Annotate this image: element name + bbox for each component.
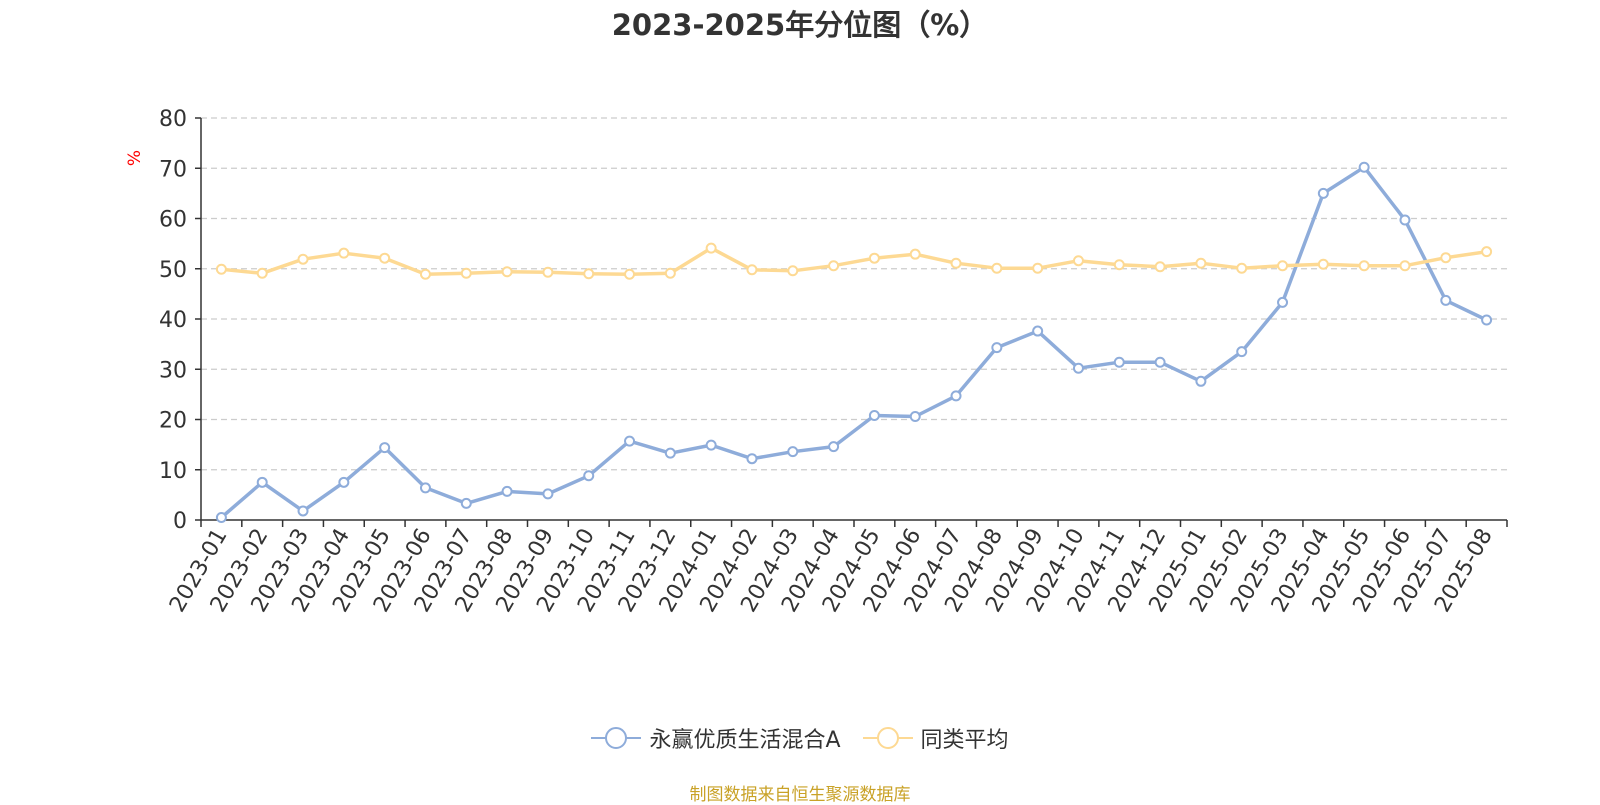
data-point xyxy=(909,248,921,260)
axes: 010203040506070802023-012023-022023-0320… xyxy=(159,107,1508,617)
data-point xyxy=(1481,314,1493,326)
data-point xyxy=(338,476,350,488)
data-point xyxy=(297,253,309,265)
data-point xyxy=(215,263,227,275)
data-point xyxy=(583,470,595,482)
data-point xyxy=(1113,259,1125,271)
data-point xyxy=(868,409,880,421)
data-point xyxy=(909,410,921,422)
data-point xyxy=(787,265,799,277)
data-point xyxy=(828,441,840,453)
data-point xyxy=(991,262,1003,274)
data-point xyxy=(1195,375,1207,387)
data-point xyxy=(1358,260,1370,272)
data-point xyxy=(950,390,962,402)
data-point xyxy=(1032,262,1044,274)
y-tick-label: 50 xyxy=(159,258,187,283)
data-point xyxy=(950,257,962,269)
data-point xyxy=(828,260,840,272)
data-point xyxy=(746,264,758,276)
data-point xyxy=(705,242,717,254)
data-point xyxy=(1236,262,1248,274)
data-point xyxy=(542,266,554,278)
data-point xyxy=(664,447,676,459)
data-point xyxy=(1317,258,1329,270)
series-group xyxy=(215,161,1493,523)
data-point xyxy=(460,267,472,279)
data-point xyxy=(991,342,1003,354)
data-point xyxy=(1113,356,1125,368)
data-point xyxy=(1072,362,1084,374)
data-point xyxy=(1358,161,1370,173)
data-point xyxy=(624,268,636,280)
data-point xyxy=(1154,261,1166,273)
data-point xyxy=(1481,246,1493,258)
data-point xyxy=(1032,325,1044,337)
data-point xyxy=(256,476,268,488)
data-point xyxy=(379,442,391,454)
series-average xyxy=(215,242,1493,280)
data-point xyxy=(1440,294,1452,306)
y-tick-label: 60 xyxy=(159,208,187,233)
series-line xyxy=(220,165,1488,519)
y-tick-label: 30 xyxy=(159,358,187,383)
data-point xyxy=(419,268,431,280)
data-point xyxy=(746,453,758,465)
data-point xyxy=(705,439,717,451)
y-tick-label: 40 xyxy=(159,308,187,333)
data-point xyxy=(297,505,309,517)
data-point xyxy=(1072,255,1084,267)
data-point xyxy=(215,511,227,523)
data-point xyxy=(1440,252,1452,264)
data-point xyxy=(256,267,268,279)
data-point xyxy=(787,446,799,458)
data-point xyxy=(624,435,636,447)
data-point xyxy=(1399,214,1411,226)
legend: 永赢优质生活混合A 同类平均 xyxy=(0,722,1600,754)
data-point xyxy=(338,247,350,259)
data-point xyxy=(1399,260,1411,272)
legend-circle-marker-icon xyxy=(591,727,642,749)
y-tick-label: 80 xyxy=(159,107,187,132)
data-point xyxy=(542,488,554,500)
data-point xyxy=(501,266,513,278)
data-point xyxy=(460,497,472,509)
series-line xyxy=(221,246,1487,277)
series-fund xyxy=(215,161,1493,523)
legend-item-fund[interactable]: 永赢优质生活混合A xyxy=(591,722,841,754)
chart-title: 2023-2025年分位图（%） xyxy=(611,8,989,42)
y-axis-unit-label: % xyxy=(125,150,145,166)
data-point xyxy=(1236,346,1248,358)
data-source-note: 制图数据来自恒生聚源数据库 xyxy=(689,785,911,805)
data-point xyxy=(379,252,391,264)
data-point xyxy=(1317,187,1329,199)
grid-lines xyxy=(201,117,1507,471)
data-point xyxy=(501,485,513,497)
data-point xyxy=(1154,356,1166,368)
data-point xyxy=(1277,296,1289,308)
legend-label-average: 同类平均 xyxy=(920,728,1009,753)
data-point xyxy=(583,268,595,280)
y-tick-label: 70 xyxy=(159,157,187,182)
data-point xyxy=(664,267,676,279)
legend-item-average[interactable]: 同类平均 xyxy=(862,722,1009,754)
y-tick-label: 10 xyxy=(159,459,187,484)
y-tick-label: 0 xyxy=(173,509,187,534)
data-point xyxy=(868,252,880,264)
y-tick-label: 20 xyxy=(159,409,187,434)
data-point xyxy=(419,482,431,494)
legend-label-fund: 永赢优质生活混合A xyxy=(649,728,841,753)
data-point xyxy=(1277,260,1289,272)
data-point xyxy=(1195,257,1207,269)
legend-circle-marker-icon xyxy=(862,727,913,749)
